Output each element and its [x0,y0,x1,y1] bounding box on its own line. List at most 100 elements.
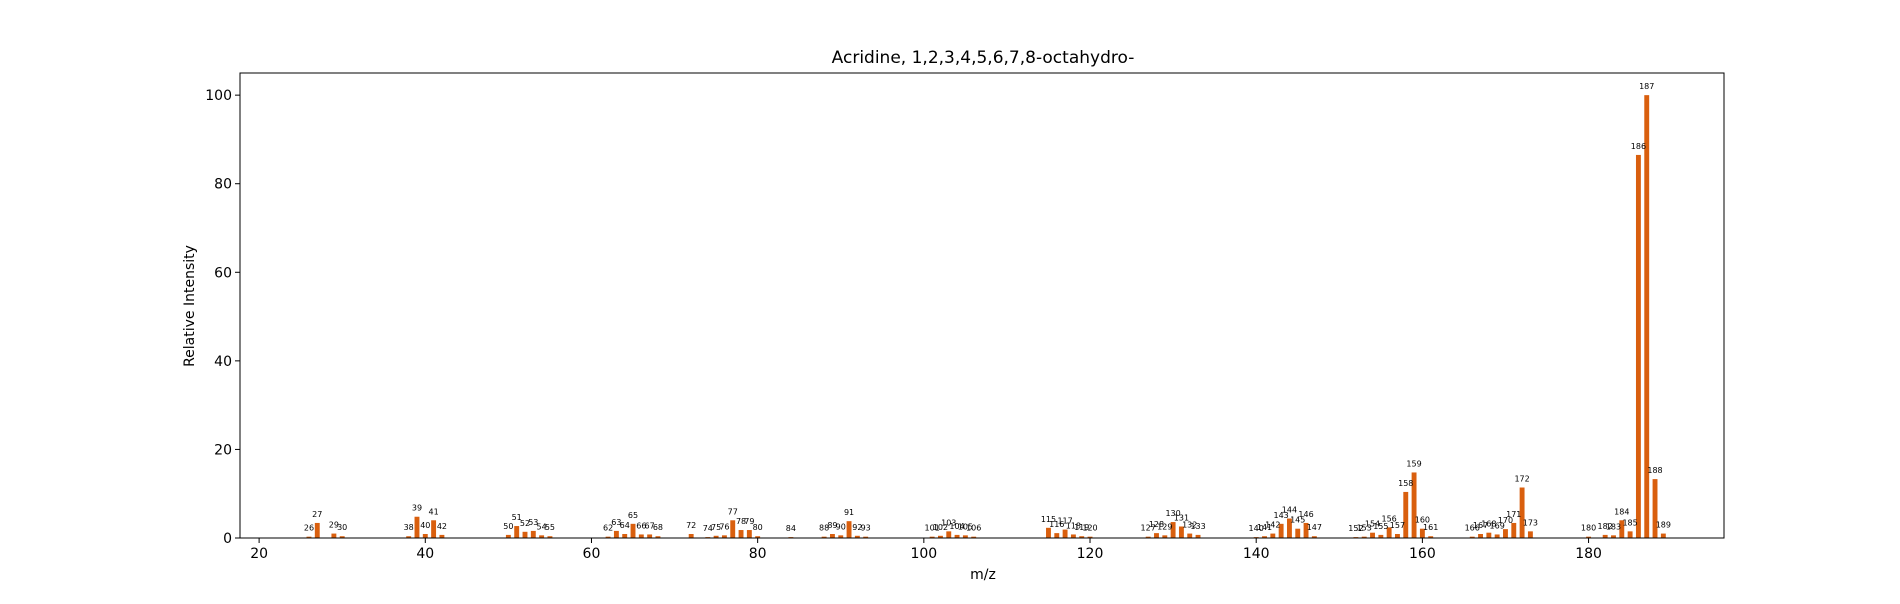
peak-label-mz-130: 130 [1165,509,1180,518]
bar-mz-63 [613,530,619,538]
bar-mz-102 [938,535,943,538]
plot-frame [239,72,1725,539]
bar-mz-77 [730,520,736,538]
bar-mz-159 [1411,472,1417,538]
bar-mz-173 [1527,531,1533,538]
peak-label-mz-188: 188 [1647,466,1662,475]
bar-mz-105 [962,535,968,538]
peak-label-mz-84: 84 [786,524,796,533]
peak-label-mz-92: 92 [852,523,862,532]
bar-mz-171 [1511,522,1517,538]
bar-mz-93 [863,536,869,538]
peak-label-mz-167: 167 [1473,521,1488,530]
peak-label-mz-184: 184 [1614,507,1629,516]
peak-label-mz-153: 153 [1357,524,1372,533]
bar-mz-172 [1519,487,1525,538]
bar-mz-158 [1403,491,1409,538]
y-tick-label: 100 [205,88,232,104]
bar-mz-132 [1187,533,1193,538]
peak-label-mz-68: 68 [653,523,663,532]
bar-mz-88 [821,536,827,538]
bar-mz-118 [1070,534,1076,538]
bar-mz-92 [854,535,860,538]
peak-label-mz-42: 42 [437,522,447,531]
peak-label-mz-74: 74 [703,524,713,533]
bar-mz-29 [331,533,337,538]
bar-mz-130 [1170,522,1176,538]
y-tick-label: 80 [214,177,232,193]
peak-label-mz-64: 64 [620,521,630,530]
bar-mz-78 [738,530,744,538]
bar-mz-127 [1145,536,1151,538]
peak-label-mz-189: 189 [1656,521,1671,530]
y-axis-title: Relative Intensity [182,245,198,367]
bar-mz-51 [514,526,520,538]
peak-label-mz-152: 152 [1348,524,1363,533]
bar-mz-62 [605,536,611,538]
peak-label-mz-79: 79 [744,517,754,526]
bar-mz-89 [829,534,835,538]
peak-label-mz-157: 157 [1390,521,1405,530]
peak-label-mz-41: 41 [429,507,439,516]
peak-label-mz-115: 115 [1041,515,1056,524]
peak-label-mz-72: 72 [686,521,696,530]
bar-mz-189 [1660,533,1666,538]
x-tick-label: 100 [910,546,937,562]
peak-label-mz-106: 106 [966,524,981,533]
bar-mz-141 [1262,536,1267,538]
bar-mz-27 [314,522,320,538]
peak-label-mz-172: 172 [1514,475,1529,484]
bar-mz-104 [954,534,960,538]
bar-mz-68 [655,536,661,538]
bar-mz-103 [946,531,952,538]
peak-label-mz-127: 127 [1141,524,1156,533]
peak-label-mz-158: 158 [1398,479,1413,488]
bar-mz-156 [1386,527,1392,538]
peak-label-mz-30: 30 [337,523,347,532]
bar-mz-26 [306,536,312,538]
peak-label-mz-75: 75 [711,523,721,532]
peak-label-mz-53: 53 [528,518,538,527]
peak-label-mz-129: 129 [1157,522,1172,531]
peak-label-mz-132: 132 [1182,521,1197,530]
bar-mz-39 [414,516,420,538]
bar-mz-116 [1054,533,1060,538]
bar-mz-143 [1278,523,1284,538]
axes: 20 40 60 80 100 120 140 160 180 0 20 40 60 80 100 [205,72,1725,562]
plot-area [306,95,1666,538]
bar-mz-40 [422,534,428,538]
bar-mz-128 [1154,533,1159,538]
peak-label-mz-155: 155 [1373,522,1388,531]
bar-mz-160 [1419,528,1425,538]
x-tick-label: 140 [1243,546,1270,562]
bar-mz-90 [838,535,844,538]
bar-mz-76 [721,535,727,538]
y-tick-label: 20 [214,442,232,458]
peak-label-mz-154: 154 [1365,520,1380,529]
peak-label-mz-144: 144 [1282,506,1297,515]
peak-label-mz-159: 159 [1406,459,1421,468]
peak-label-mz-143: 143 [1273,511,1288,520]
bar-mz-117 [1062,529,1068,538]
peak-label-mz-146: 146 [1298,510,1313,519]
peak-label-mz-103: 103 [941,518,956,527]
bar-mz-147 [1311,536,1317,538]
bar-mz-91 [846,521,852,538]
y-tick-label: 0 [223,531,232,547]
peak-label-mz-105: 105 [958,522,973,531]
peak-label-mz-50: 50 [503,522,513,531]
x-tick-label: 180 [1575,546,1602,562]
peak-label-mz-27: 27 [312,510,322,519]
peak-label-mz-66: 66 [636,521,646,530]
peak-label-mz-26: 26 [304,524,314,533]
bar-mz-55 [547,536,553,538]
peak-label-mz-40: 40 [420,521,430,530]
x-tick-label: 20 [250,546,268,562]
peak-label-mz-142: 142 [1265,521,1280,530]
peak-label-mz-78: 78 [736,517,746,526]
peak-label-mz-39: 39 [412,504,422,513]
bar-mz-187 [1644,95,1650,538]
peak-label-mz-76: 76 [719,522,729,531]
